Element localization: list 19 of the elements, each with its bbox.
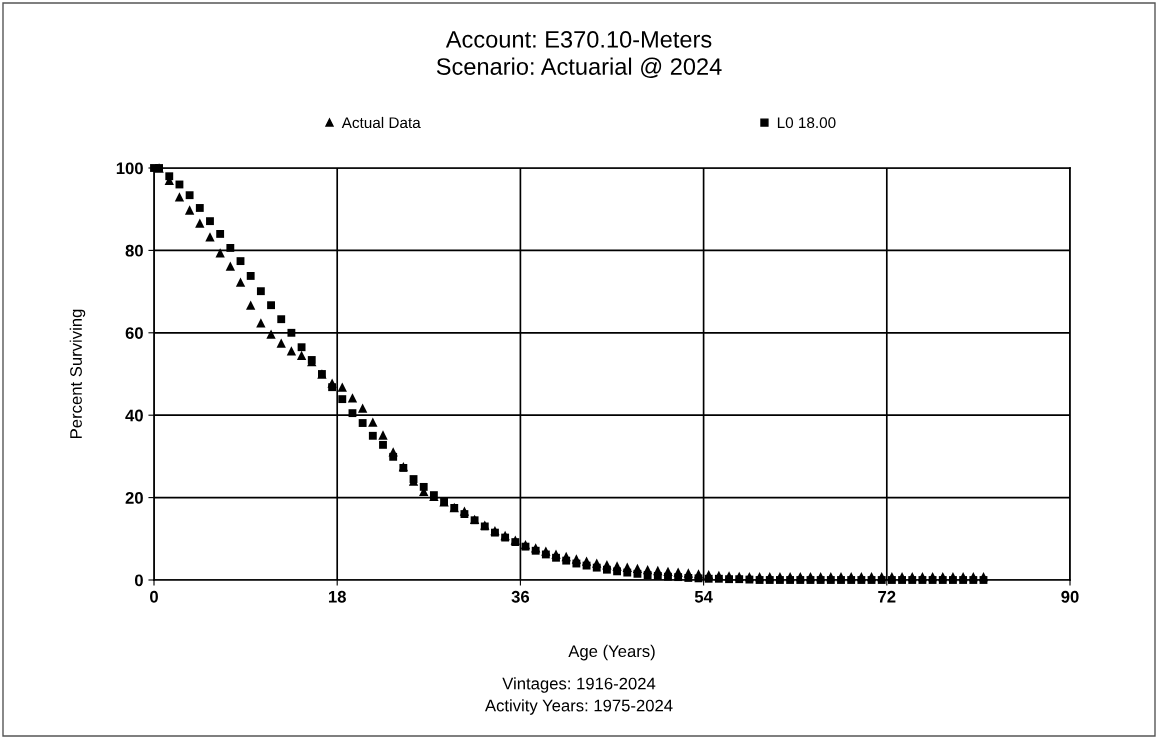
- x-tick-label: 0: [150, 590, 158, 603]
- x-axis-title: Age (Years): [568, 644, 655, 661]
- x-tick-label: 72: [878, 590, 896, 603]
- legend-label: Actual Data: [341, 116, 421, 129]
- legend-label: L0 18.00: [777, 117, 836, 129]
- y-tick-label: 100: [116, 162, 143, 175]
- y-tick-label: 20: [125, 492, 143, 504]
- y-tick-label: 60: [125, 327, 143, 339]
- text: Vintages: 1916-2024: [502, 677, 656, 693]
- text: Activity Years: 1975-2024: [484, 699, 673, 715]
- x-tick-label: 54: [694, 591, 713, 603]
- x-tick-label: 36: [511, 590, 530, 603]
- y-tick-label: 40: [125, 409, 143, 422]
- y-tick-label: 0: [134, 574, 143, 587]
- y-tick-label: 80: [125, 244, 143, 257]
- x-tick-label: 90: [1061, 590, 1079, 603]
- chart-title: Account: E370.10-Meters Scenario: Actuarial @ 2024: [436, 31, 722, 78]
- y-axis-title: Percent Surviving: [69, 309, 86, 438]
- x-tick-label: 18: [328, 590, 346, 603]
